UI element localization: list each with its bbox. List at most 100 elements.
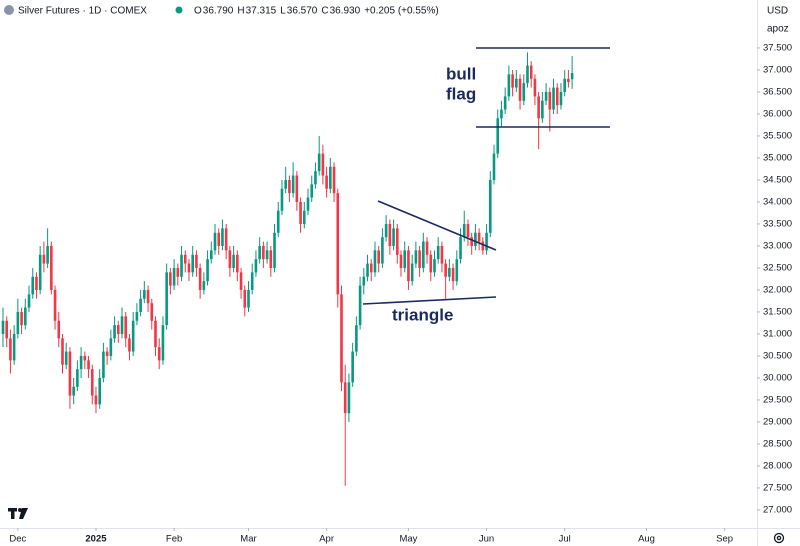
candle-body [27,294,31,308]
candle-body [180,254,183,277]
candle-body [366,263,369,277]
candle-body [154,320,157,348]
candle-body [355,325,358,352]
candle-body [1,320,5,334]
candle-body [559,91,563,106]
candle-body [124,316,128,339]
y-tick-label: 35.000 [763,152,792,163]
candle-body [143,289,146,299]
candle-body [5,320,8,339]
ohlc-value: 36.570 [287,6,318,17]
y-tick-label: 33.500 [763,218,792,229]
candle-body [165,272,168,326]
ohlc-value: 37.315 [246,6,277,17]
x-tick-label: May [399,534,417,545]
candle-body [381,237,384,264]
candle-body [38,254,42,290]
candle-body [500,109,503,119]
x-tick-label: Aug [638,534,655,545]
y-tick-label: 27.500 [763,482,792,493]
candle-body [433,259,436,273]
candle-body [217,232,221,246]
y-tick-label: 35.500 [763,130,792,141]
symbol-header[interactable]: Silver Futures · 1D · COMEX [4,5,183,17]
candle-body [403,250,407,268]
y-tick-label: 33.000 [763,240,792,251]
candle-body [436,245,440,260]
y-tick-label: 34.500 [763,174,792,185]
candle-body [537,96,540,119]
candle-body [94,395,98,405]
candle-body [448,267,451,277]
candle-body [343,382,347,414]
candle-body [53,289,57,321]
candle-body [429,254,433,273]
candle-body [515,78,518,88]
ohlc-label: H [237,6,244,17]
x-tick-label: Jul [559,534,571,545]
candle-body [254,259,258,273]
candle-body [392,228,395,246]
settings-button[interactable] [773,532,785,544]
candle-body [35,276,38,290]
candle-body [522,83,526,101]
candle-body [90,369,94,396]
candle-body [310,184,314,198]
currency: USD [767,6,788,17]
triangle-top-line[interactable] [377,200,497,251]
candle-body [243,289,247,308]
candle-body [302,210,306,224]
candle-body [116,325,120,334]
currency-button[interactable] [762,2,796,18]
candle-body [496,118,500,154]
candle-body [202,281,206,290]
candle-body [239,272,243,290]
candle-body [109,338,113,356]
candle-body [224,228,228,251]
candle-body [369,263,373,273]
candle-body [250,272,254,290]
candle-body [481,241,485,251]
candle-body [563,78,566,92]
candle-body [46,245,49,264]
candle-body [16,311,20,334]
candle-body [418,250,421,268]
scale-label: apoz [767,24,789,35]
tv-logo[interactable] [8,508,28,519]
y-tick-label: 29.500 [763,394,792,405]
candle-body [410,263,414,282]
candle-body [61,338,64,365]
candle-body [336,193,340,295]
y-tick-label: 27.000 [763,504,792,515]
candle-body [299,201,302,224]
candle-body [102,351,105,378]
candle-body [206,259,209,282]
candle-body [20,311,23,326]
candle-body [329,166,332,189]
candle-body [76,369,79,387]
candle-body [79,355,83,370]
candle-body [351,351,354,383]
candle-body [485,232,488,251]
candle-body [258,245,261,260]
candle-body [466,223,470,238]
x-tick-label: Dec [9,534,26,545]
candle-body [139,298,142,312]
market-status [175,6,183,14]
candle-body [265,250,269,260]
y-tick-label: 30.500 [763,350,792,361]
candle-body [317,153,321,172]
y-tick-label: 31.000 [763,328,792,339]
candle-body [236,254,239,273]
candle-body [503,96,507,110]
y-tick-label: 32.500 [763,262,792,273]
candle-body [451,267,455,282]
candle-body [477,232,481,242]
candle-body [284,179,287,189]
triangle-bottom-line[interactable] [362,296,497,305]
ohlc-label: L [280,6,286,17]
y-tick-label: 31.500 [763,306,792,317]
candle-body [541,100,544,119]
